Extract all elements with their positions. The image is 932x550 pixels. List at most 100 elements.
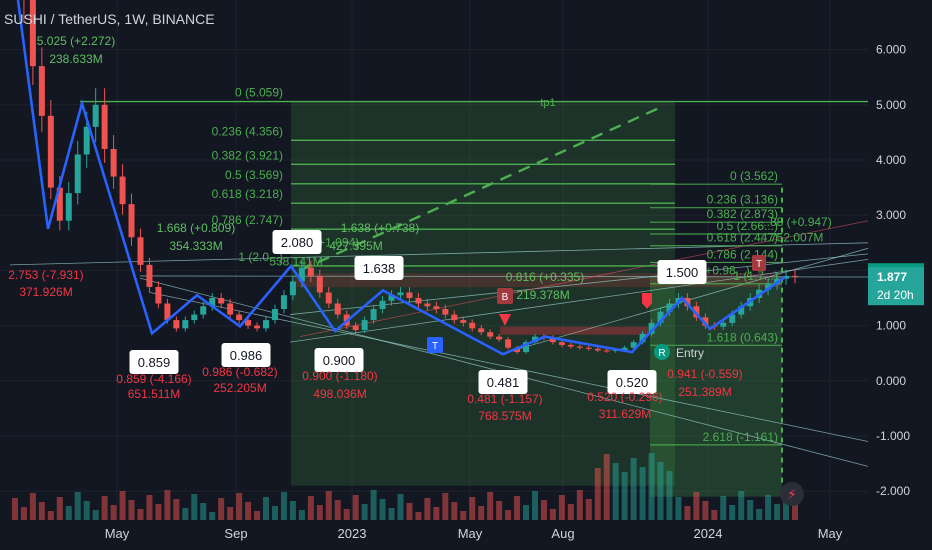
volume-bar bbox=[612, 463, 619, 520]
time-tick-label: Aug bbox=[551, 526, 574, 541]
swing-point-label-box bbox=[272, 230, 322, 254]
volume-bar bbox=[576, 490, 583, 520]
fib-label-left: 0 (5.059) bbox=[235, 86, 283, 100]
fib-label-left: 0.5 (3.569) bbox=[225, 168, 283, 182]
swing-point-label: 0.986 bbox=[230, 348, 263, 363]
swing-point-label: 0.520 bbox=[616, 375, 649, 390]
time-tick-label: May bbox=[818, 526, 843, 541]
candle-body bbox=[639, 333, 646, 343]
volume-bar bbox=[182, 508, 189, 520]
volume-bar bbox=[245, 502, 252, 520]
candle-body bbox=[307, 267, 314, 276]
candle-body bbox=[47, 115, 54, 188]
volume-bar bbox=[200, 503, 207, 520]
candle-body bbox=[280, 295, 287, 310]
volume-bar bbox=[218, 498, 225, 520]
marker-r-label: R bbox=[658, 348, 665, 359]
volume-bar bbox=[531, 491, 538, 520]
candle-body bbox=[352, 325, 359, 331]
candle-body bbox=[702, 317, 709, 326]
volume-bar bbox=[56, 497, 63, 520]
swing-detail: 1.668 (+0.809) bbox=[157, 221, 235, 235]
candle-body bbox=[128, 204, 135, 238]
target-zone-left bbox=[291, 101, 675, 486]
trend-line-red bbox=[299, 220, 869, 338]
volume-bar bbox=[684, 506, 691, 520]
candle-body bbox=[101, 104, 108, 149]
volume-bar bbox=[505, 510, 512, 520]
candle-body bbox=[236, 314, 243, 321]
candle-body bbox=[792, 275, 798, 278]
volume-bar bbox=[209, 512, 216, 520]
volume-bar bbox=[263, 497, 270, 520]
candle-body bbox=[415, 298, 422, 304]
swing-detail: 0.481 (-1.157) bbox=[467, 392, 542, 406]
candle-body bbox=[74, 154, 81, 194]
volume-bar bbox=[352, 495, 359, 520]
candle-body bbox=[263, 320, 270, 329]
volume-bar bbox=[738, 491, 745, 520]
time-tick-label: 2024 bbox=[694, 526, 723, 541]
volume-bar bbox=[38, 502, 45, 520]
price-tick-label: 1.000 bbox=[876, 319, 906, 333]
time-tick-label: 2023 bbox=[338, 526, 367, 541]
candle-body bbox=[209, 298, 216, 307]
swing-point-label-box bbox=[129, 350, 179, 374]
volume-bar bbox=[298, 510, 305, 520]
candle-body bbox=[298, 267, 305, 282]
volume-bar bbox=[478, 506, 485, 520]
candle-body bbox=[558, 342, 565, 345]
candle-body bbox=[523, 342, 530, 353]
volume-bar bbox=[11, 498, 18, 520]
trend-line bbox=[149, 292, 869, 442]
volume-bar bbox=[280, 492, 287, 520]
stop-zone bbox=[500, 326, 648, 335]
price-badge-current-bg bbox=[868, 267, 924, 306]
volume-bar bbox=[361, 504, 368, 520]
volume-bar bbox=[603, 454, 610, 520]
time-tick-label: May bbox=[105, 526, 130, 541]
candle-body bbox=[531, 336, 538, 343]
candle-body bbox=[182, 320, 189, 329]
swing-point-label-box bbox=[657, 260, 707, 284]
volume-bar bbox=[433, 507, 440, 520]
swing-point-label-box bbox=[607, 370, 657, 394]
marker-t2-label: T bbox=[756, 259, 762, 270]
marker-t2 bbox=[752, 255, 766, 271]
flash-icon[interactable]: ⚡ bbox=[780, 482, 804, 506]
candle-body bbox=[424, 303, 431, 307]
symbol-title[interactable]: SUSHI / TetherUS, 1W, BINANCE bbox=[4, 11, 215, 27]
candle-body bbox=[648, 322, 655, 334]
swing-volume: 371.926M bbox=[19, 285, 72, 299]
swing-detail: 0.816 (+0.335) bbox=[506, 270, 584, 284]
swing-detail: 0.520 (-0.296) bbox=[587, 390, 662, 404]
tp1-projection bbox=[299, 106, 661, 272]
fib-label-left: 1 (2.0...) bbox=[238, 250, 283, 264]
marker-t-label: T bbox=[432, 341, 438, 352]
candle-body bbox=[370, 309, 377, 321]
candle-body bbox=[630, 342, 637, 348]
candle-body bbox=[765, 284, 772, 290]
volume-bar bbox=[621, 472, 628, 520]
tp1-label: tp1 bbox=[540, 97, 555, 109]
trend-line bbox=[9, 242, 869, 266]
candle-body bbox=[38, 66, 45, 116]
swing-point-label: 0.481 bbox=[487, 375, 520, 390]
fib-label-right: 0.382 (2.873) bbox=[707, 207, 778, 221]
candle-body bbox=[146, 264, 153, 287]
volume-bar bbox=[487, 492, 494, 520]
volume-bar bbox=[92, 510, 99, 520]
volume-bar bbox=[406, 503, 413, 520]
volume-bar bbox=[729, 505, 736, 520]
volume-bar bbox=[325, 491, 332, 520]
volume-bar bbox=[191, 494, 198, 520]
price-tick-label: 5.000 bbox=[876, 98, 906, 112]
volume-bar bbox=[765, 495, 772, 520]
swing-point-label-box bbox=[314, 348, 364, 372]
fib-label-left: 0.618 (3.218) bbox=[212, 187, 283, 201]
volume-bar bbox=[657, 462, 664, 520]
swing-volume: 354.333M bbox=[169, 239, 222, 253]
volume-bar bbox=[146, 495, 153, 520]
volume-bar bbox=[783, 490, 790, 520]
